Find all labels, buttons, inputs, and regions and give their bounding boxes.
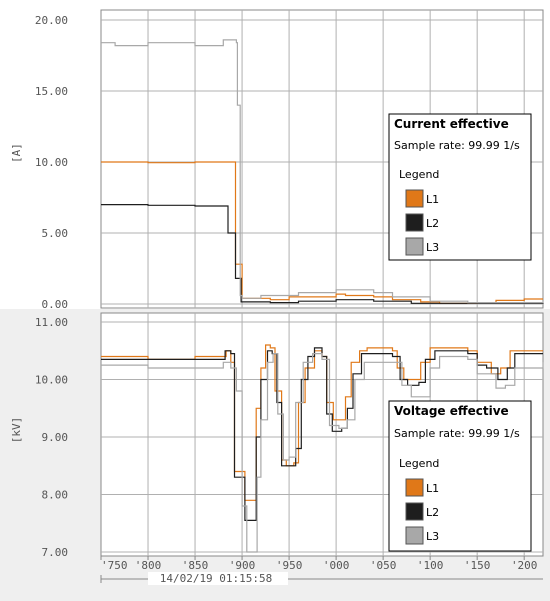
current-legend-swatch-l3 (405, 237, 424, 256)
current-y-ticks: 20.00 15.00 10.00 5.00 0.00 (35, 14, 68, 311)
voltage-y-tick-label: 7.00 (42, 546, 69, 559)
voltage-legend-swatch-l3 (405, 526, 424, 545)
time-label: 14/02/19 01:15:58 (160, 572, 273, 585)
voltage-sample-rate: Sample rate: 99.99 1/s (394, 427, 520, 440)
voltage-y-axis-label: [kV] (10, 417, 23, 444)
x-tick-label: '000 (323, 559, 350, 572)
current-sample-rate: Sample rate: 99.99 1/s (394, 139, 520, 152)
current-legend-swatch-l2 (405, 213, 424, 232)
voltage-grid (101, 313, 543, 556)
time-axis: '750 '800 '850 '900 '950 '000 '050 '100 '150 '200 (100, 556, 538, 572)
current-y-tick-label: 15.00 (35, 85, 68, 98)
x-tick-label: '050 (370, 559, 397, 572)
current-y-tick-label: 10.00 (35, 156, 68, 169)
x-tick-label: '100 (417, 559, 444, 572)
voltage-legend-title: Legend (399, 457, 439, 470)
voltage-y-tick-label: 8.00 (42, 489, 69, 502)
current-box-title: Current effective (394, 117, 509, 131)
x-tick-label: '800 (135, 559, 162, 572)
voltage-legend-swatch-l2 (405, 502, 424, 521)
voltage-legend-box: Voltage effective Sample rate: 99.99 1/s… (388, 400, 532, 552)
voltage-legend-label-l3: L3 (426, 530, 439, 543)
current-legend-swatch-l1 (405, 189, 424, 208)
voltage-series-group (101, 344, 544, 553)
voltage-y-ticks: 11.00 10.00 9.00 8.00 7.00 (35, 316, 68, 559)
current-series-l2 (101, 204, 544, 304)
current-series-l3 (101, 39, 544, 304)
current-legend-label-l2: L2 (426, 217, 439, 230)
x-tick-label: '850 (182, 559, 209, 572)
voltage-legend-label-l2: L2 (426, 506, 439, 519)
voltage-y-tick-label: 9.00 (42, 431, 69, 444)
x-tick-label: '900 (229, 559, 256, 572)
voltage-series-l2 (101, 347, 543, 521)
voltage-y-tick-label: 11.00 (35, 316, 68, 329)
voltage-legend-label-l1: L1 (426, 482, 439, 495)
current-legend-label-l1: L1 (426, 193, 439, 206)
current-legend-frame (388, 113, 532, 261)
current-legend-title: Legend (399, 168, 439, 181)
current-y-tick-label: 0.00 (42, 298, 69, 311)
voltage-legend-frame (388, 400, 532, 552)
voltage-legend-swatch-l1 (405, 478, 424, 497)
voltage-box-title: Voltage effective (394, 404, 509, 418)
current-y-tick-label: 5.00 (42, 227, 69, 240)
current-y-axis-label: [A] (10, 143, 23, 163)
time-label-background (148, 572, 288, 585)
x-tick-label: '200 (511, 559, 538, 572)
current-y-tick-label: 20.00 (35, 14, 68, 27)
current-legend-box: Current effective Sample rate: 99.99 1/s… (388, 113, 532, 261)
voltage-y-tick-label: 10.00 (35, 374, 68, 387)
x-tick-label: '750 (101, 559, 128, 572)
x-tick-label: '150 (464, 559, 491, 572)
current-series-group (101, 39, 544, 304)
current-legend-label-l3: L3 (426, 241, 439, 254)
voltage-legend-entries: L1 L2 L3 (405, 478, 439, 545)
current-legend-entries: L1 L2 L3 (405, 189, 439, 256)
x-tick-label: '950 (276, 559, 303, 572)
voltage-series-l3 (101, 353, 544, 553)
